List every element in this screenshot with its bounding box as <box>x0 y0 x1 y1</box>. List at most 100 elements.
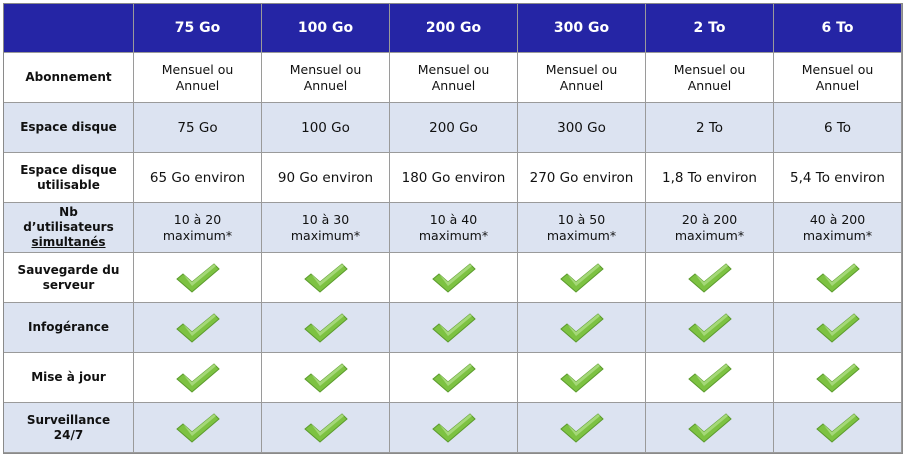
cell: Mensuel ou Annuel <box>518 53 646 103</box>
cell-text: Mensuel ou Annuel <box>673 61 746 93</box>
check-cell <box>646 403 774 453</box>
row-label: Abonnement <box>4 53 134 103</box>
check-cell <box>774 353 902 403</box>
checkmark <box>687 262 732 293</box>
checkmark <box>175 312 220 343</box>
row-label: Espace disque utilisable <box>4 153 134 203</box>
cell-text: 5,4 To environ <box>790 169 885 186</box>
check-cell <box>134 303 262 353</box>
cell-text: Mensuel ou Annuel <box>801 61 874 93</box>
check-cell <box>646 353 774 403</box>
check-cell <box>390 303 518 353</box>
row-label-text: Sauvegarde du serveur <box>17 262 120 292</box>
cell: Mensuel ou Annuel <box>646 53 774 103</box>
checkmark <box>303 412 348 443</box>
cell: 270 Go environ <box>518 153 646 203</box>
row-label-text: Infogérance <box>27 320 109 334</box>
checkmark <box>175 362 220 393</box>
cell-text: 40 à 200 maximum* <box>802 211 873 243</box>
checkmark <box>815 412 860 443</box>
column-header: 200 Go <box>390 4 518 53</box>
row-label-text: Mise à jour <box>31 370 106 384</box>
check-cell <box>518 403 646 453</box>
checkmark <box>431 262 476 293</box>
cell: 2 To <box>646 103 774 153</box>
cell: 10 à 50 maximum* <box>518 203 646 253</box>
cell-text: 270 Go environ <box>529 169 634 186</box>
check-cell <box>518 303 646 353</box>
cell: 65 Go environ <box>134 153 262 203</box>
checkmark <box>815 362 860 393</box>
check-cell <box>262 253 390 303</box>
cell-text: 10 à 50 maximum* <box>546 211 617 243</box>
cell: Mensuel ou Annuel <box>262 53 390 103</box>
check-cell <box>390 253 518 303</box>
cell-text: 6 To <box>823 119 852 136</box>
check-cell <box>134 253 262 303</box>
pricing-table: 75 Go 100 Go 200 Go 300 Go 2 To 6 To Abonnemen… <box>3 3 903 454</box>
check-cell <box>262 403 390 453</box>
checkmark <box>303 262 348 293</box>
column-header: 6 To <box>774 4 902 53</box>
cell-text: 10 à 20 maximum* <box>162 211 233 243</box>
checkmark <box>431 312 476 343</box>
check-cell <box>518 353 646 403</box>
cell: Mensuel ou Annuel <box>774 53 902 103</box>
cell: 10 à 20 maximum* <box>134 203 262 253</box>
cell: 5,4 To environ <box>774 153 902 203</box>
check-cell <box>518 253 646 303</box>
check-cell <box>262 353 390 403</box>
cell: 1,8 To environ <box>646 153 774 203</box>
cell-text: 2 To <box>695 119 724 136</box>
check-cell <box>134 403 262 453</box>
row-label: Surveillance 24/7 <box>4 403 134 453</box>
checkmark <box>431 362 476 393</box>
cell: 10 à 30 maximum* <box>262 203 390 253</box>
row-label-text: Abonnement <box>25 70 112 84</box>
checkmark <box>431 412 476 443</box>
cell: 90 Go environ <box>262 153 390 203</box>
cell-text: Mensuel ou Annuel <box>545 61 618 93</box>
cell-text: Mensuel ou Annuel <box>161 61 234 93</box>
checkmark <box>687 362 732 393</box>
cell: 40 à 200 maximum* <box>774 203 902 253</box>
checkmark <box>687 412 732 443</box>
cell-text: 65 Go environ <box>149 169 246 186</box>
cell-text: 1,8 To environ <box>662 169 757 186</box>
check-cell <box>774 403 902 453</box>
cell: 180 Go environ <box>390 153 518 203</box>
cell-text: 75 Go <box>177 119 218 136</box>
cell: 20 à 200 maximum* <box>646 203 774 253</box>
row-label: Sauvegarde du serveur <box>4 253 134 303</box>
checkmark <box>559 312 604 343</box>
check-cell <box>390 353 518 403</box>
cell-text: 10 à 30 maximum* <box>290 211 361 243</box>
checkmark <box>175 412 220 443</box>
checkmark <box>815 262 860 293</box>
row-label-text: Nb d’utilisateurs <box>23 205 114 234</box>
check-cell <box>390 403 518 453</box>
checkmark <box>559 362 604 393</box>
cell: Mensuel ou Annuel <box>390 53 518 103</box>
cell-text: 20 à 200 maximum* <box>674 211 745 243</box>
check-cell <box>646 253 774 303</box>
checkmark <box>303 362 348 393</box>
row-label-underlined: simultanés <box>31 235 106 249</box>
cell-text: 300 Go <box>557 119 606 136</box>
cell: 200 Go <box>390 103 518 153</box>
row-label: Espace disque <box>4 103 134 153</box>
cell-text: 200 Go <box>429 119 478 136</box>
cell: Mensuel ou Annuel <box>134 53 262 103</box>
cell: 6 To <box>774 103 902 153</box>
cell-text: Mensuel ou Annuel <box>417 61 490 93</box>
row-label: Infogérance <box>4 303 134 353</box>
cell: 75 Go <box>134 103 262 153</box>
column-header: 300 Go <box>518 4 646 53</box>
row-label-text: Surveillance 24/7 <box>26 412 111 442</box>
row-label-text: Espace disque <box>20 120 117 134</box>
cell: 100 Go <box>262 103 390 153</box>
checkmark <box>559 262 604 293</box>
column-header: 75 Go <box>134 4 262 53</box>
checkmark <box>175 262 220 293</box>
